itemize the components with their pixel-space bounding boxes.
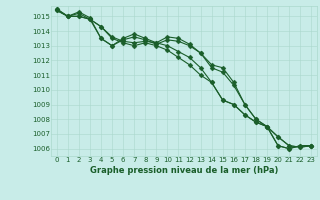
X-axis label: Graphe pression niveau de la mer (hPa): Graphe pression niveau de la mer (hPa): [90, 166, 278, 175]
